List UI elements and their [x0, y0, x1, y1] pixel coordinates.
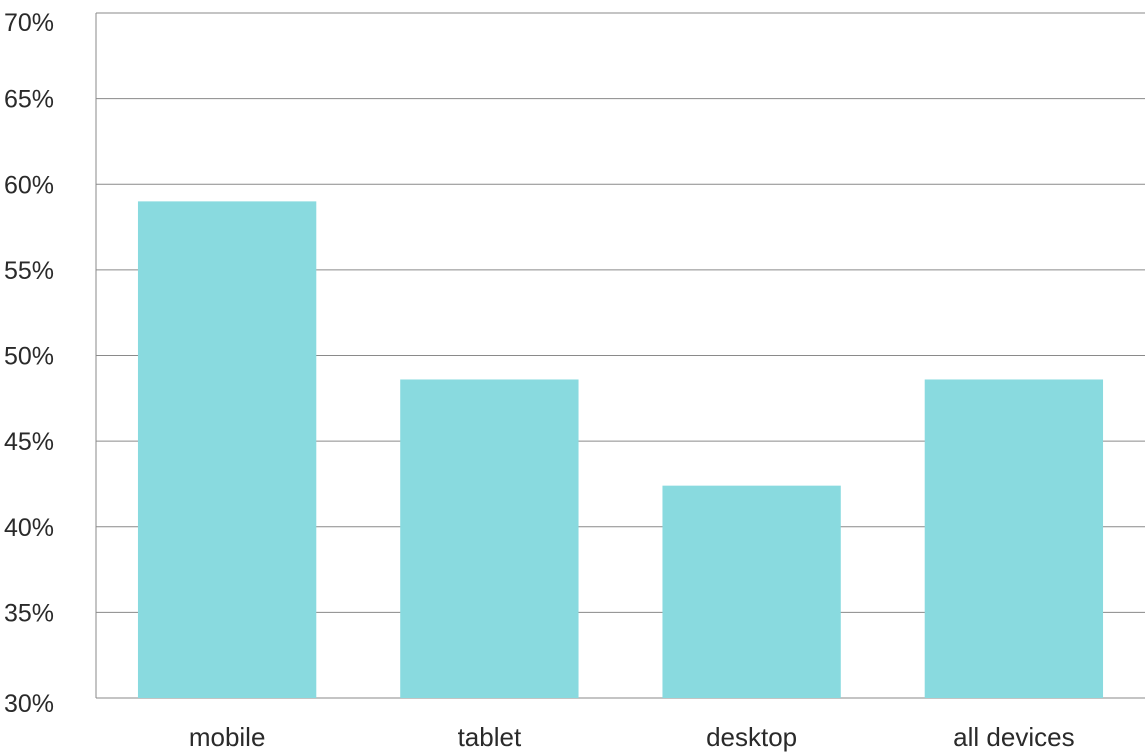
y-tick-label: 40%	[4, 514, 54, 542]
y-tick-label: 30%	[4, 690, 54, 718]
y-tick-label: 35%	[4, 599, 54, 627]
x-category-label: all devices	[953, 722, 1074, 752]
y-tick-label: 70%	[4, 9, 54, 37]
bar-mobile	[137, 201, 317, 698]
bars	[137, 201, 1104, 698]
y-tick-label: 50%	[4, 343, 54, 371]
x-category-label: desktop	[706, 722, 797, 752]
y-tick-label: 60%	[4, 171, 54, 199]
y-tick-label: 45%	[4, 428, 54, 456]
x-category-label: tablet	[458, 722, 522, 752]
x-axis-category-labels: mobile tablet desktop all devices	[189, 722, 1075, 752]
bar-desktop	[662, 485, 841, 698]
y-tick-label: 55%	[4, 257, 54, 285]
y-tick-label: 65%	[4, 86, 54, 114]
x-category-label: mobile	[189, 722, 266, 752]
y-axis-tick-labels: 30% 35% 40% 45% 50% 55% 60% 65% 70%	[4, 9, 54, 718]
bar-all-devices	[924, 379, 1104, 698]
bar-tablet	[400, 379, 579, 698]
